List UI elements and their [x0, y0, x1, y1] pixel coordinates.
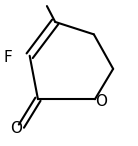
Text: F: F	[3, 50, 12, 65]
Text: O: O	[10, 121, 22, 136]
Text: O: O	[95, 94, 107, 109]
